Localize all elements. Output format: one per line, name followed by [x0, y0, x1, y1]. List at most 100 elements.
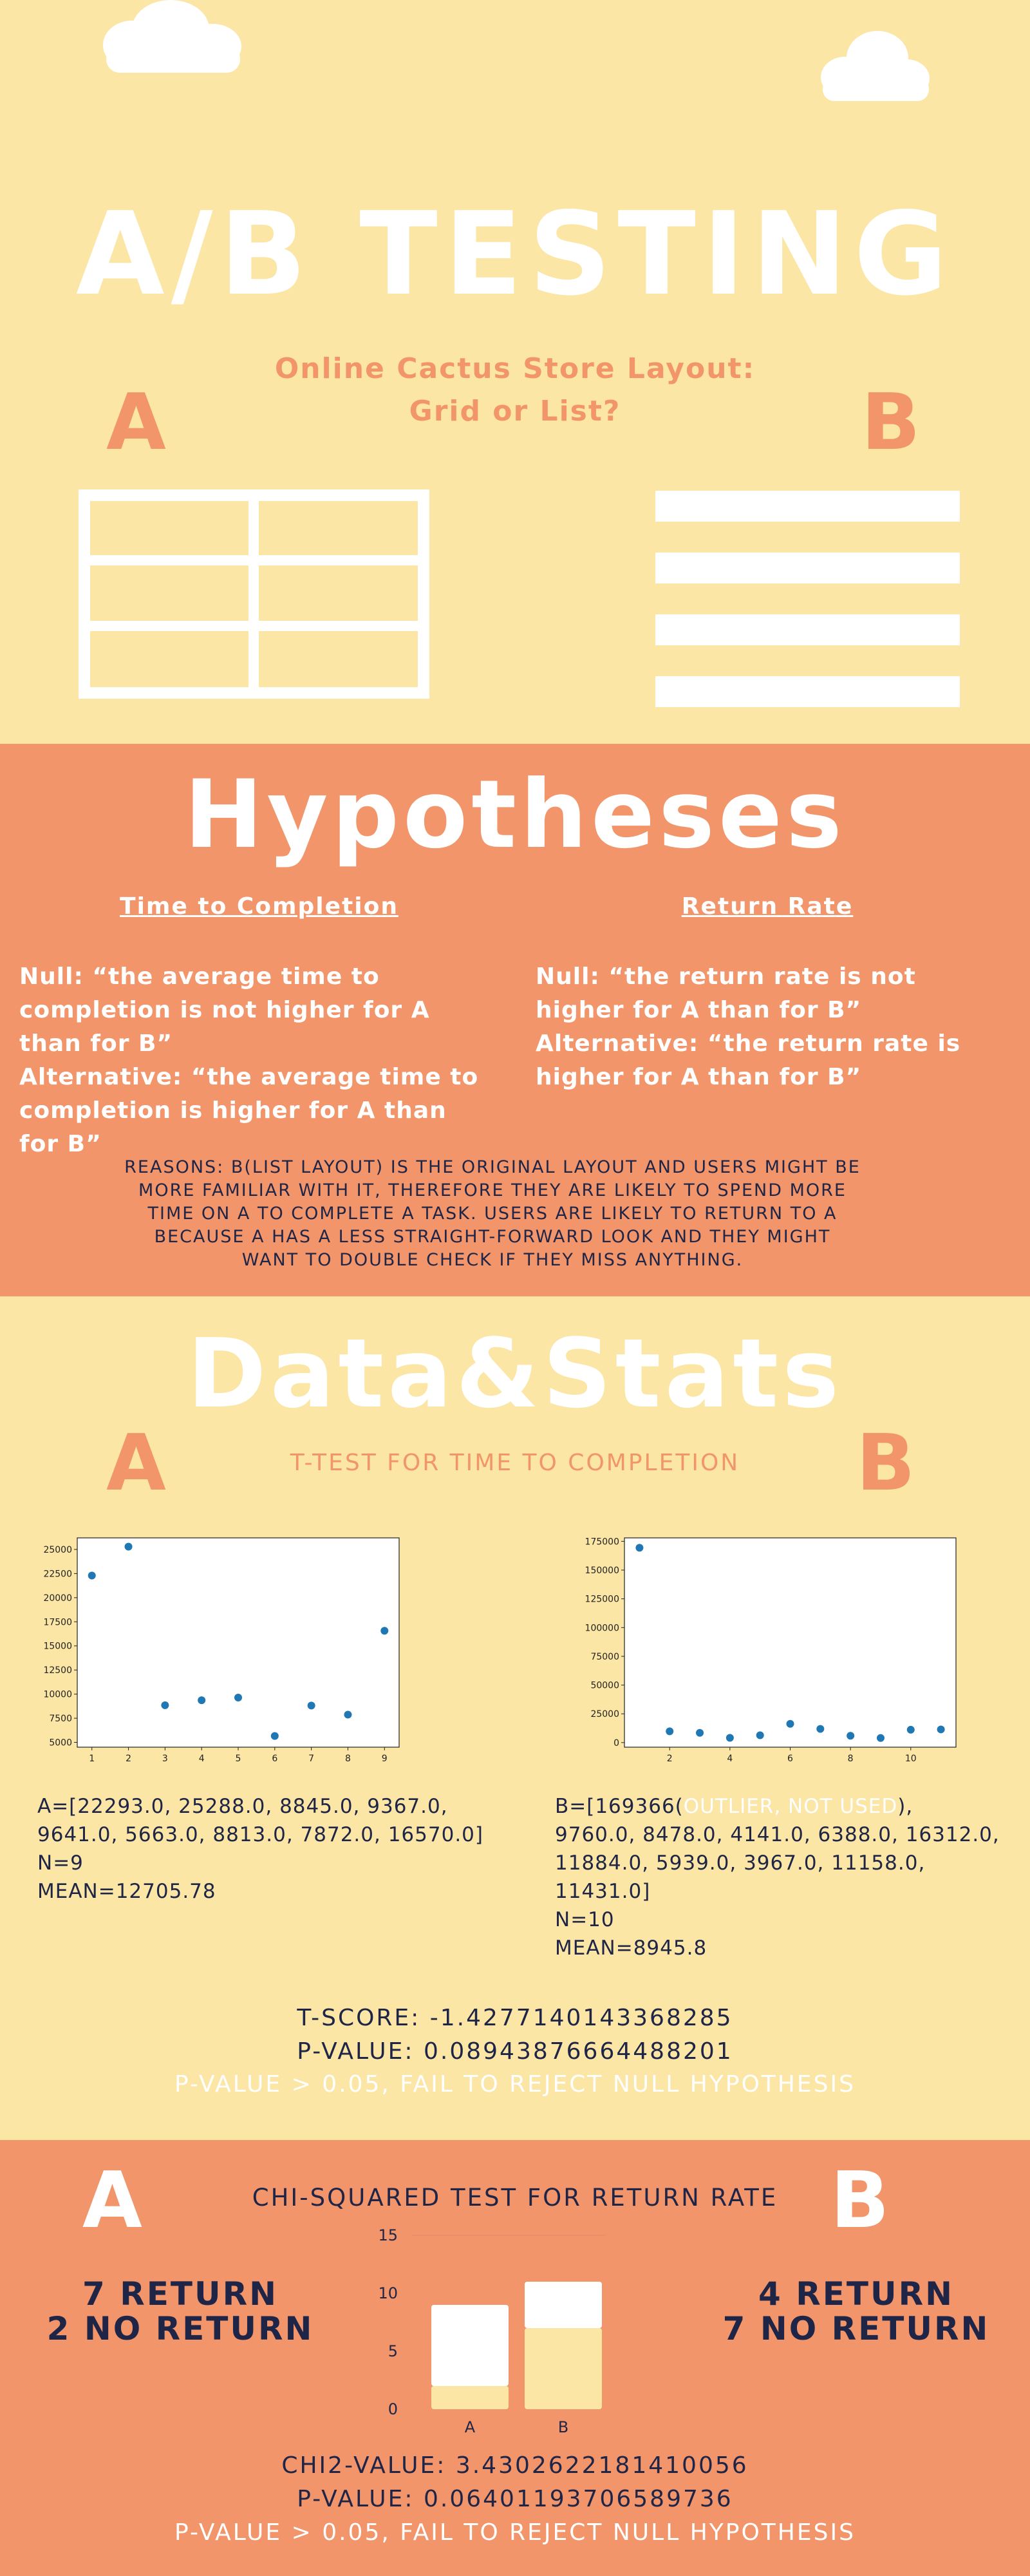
- hypothesis-line: for B”: [19, 1131, 102, 1157]
- cloud-icon: [103, 0, 241, 73]
- data-b-suffix: ),: [897, 1795, 913, 1818]
- data-point: [124, 1542, 133, 1551]
- data-b-text: B=[169366(OUTLIER, NOT USED), 9760.0, 84…: [555, 1792, 1018, 1962]
- bar-segment: [525, 2328, 602, 2409]
- data-point: [307, 1701, 315, 1710]
- hypothesis-line: Null: “the return rate is not: [536, 963, 916, 990]
- x-tick-label: 8: [848, 1754, 854, 1764]
- y-tick-label: 10000: [43, 1690, 72, 1700]
- stacked-bar-chart: 0 5 10 15 A B: [378, 2226, 605, 2436]
- variant-b-label: B: [830, 2156, 890, 2246]
- data-line: MEAN=8945.8: [555, 1937, 707, 1960]
- data-point: [344, 1710, 352, 1719]
- data-point: [786, 1719, 794, 1728]
- cloud-icon: [821, 31, 930, 101]
- variant-a-label: A: [82, 2156, 142, 2246]
- hypothesis-line: higher for A than for B”: [536, 1064, 862, 1090]
- x-tick-label: 4: [199, 1754, 205, 1764]
- count-line: 7 RETURN: [82, 2275, 278, 2313]
- count-line: 7 NO RETURN: [722, 2310, 990, 2347]
- data-line: 11884.0, 5939.0, 3967.0, 11158.0,: [555, 1852, 926, 1875]
- subtitle-line: Online Cactus Store Layout:: [274, 352, 756, 385]
- p-value: P-VALUE: 0.08943876664488201: [297, 2038, 733, 2065]
- x-tick-label: 3: [162, 1754, 168, 1764]
- data-point: [696, 1728, 704, 1737]
- counts-b: 4 RETURN 7 NO RETURN: [695, 2277, 1017, 2346]
- x-tick-label: 10: [905, 1754, 917, 1764]
- hypothesis-line: Null: “the average time to: [19, 963, 380, 990]
- y-tick-label: 0: [388, 2400, 398, 2418]
- data-line: N=9: [37, 1852, 84, 1875]
- count-line: 4 RETURN: [758, 2275, 954, 2313]
- data-point: [666, 1727, 674, 1736]
- data-line: N=10: [555, 1908, 615, 1931]
- y-tick-label: 0: [613, 1738, 619, 1748]
- y-tick-label: 50000: [590, 1681, 619, 1691]
- plot-area: [624, 1537, 957, 1748]
- data-line: 9760.0, 8478.0, 4141.0, 6388.0, 16312.0,: [555, 1823, 1000, 1846]
- hypothesis-line: higher for A than for B”: [536, 997, 862, 1023]
- y-tick-label: 20000: [43, 1593, 72, 1604]
- subtitle-line: Grid or List?: [409, 395, 621, 428]
- hypothesis-return: Null: “the return rate is not higher for…: [536, 960, 1025, 1094]
- data-point: [847, 1732, 855, 1740]
- chi-squared-section: A B CHI-SQUARED TEST FOR RETURN RATE 7 R…: [0, 2140, 1030, 2576]
- x-tick-label: 6: [787, 1754, 793, 1764]
- t-score: T-SCORE: -1.4277140143368285: [297, 2005, 733, 2031]
- data-point: [380, 1627, 389, 1635]
- data-point: [88, 1571, 96, 1580]
- y-tick-label: 150000: [585, 1566, 619, 1576]
- data-a-text: A=[22293.0, 25288.0, 8845.0, 9367.0, 964…: [37, 1792, 501, 1906]
- x-tick-label: 9: [382, 1754, 388, 1764]
- ttest-heading: T-TEST FOR TIME TO COMPLETION: [290, 1450, 740, 1476]
- variant-a-label: A: [106, 1419, 166, 1508]
- count-line: 2 NO RETURN: [46, 2310, 314, 2347]
- data-point: [876, 1734, 885, 1742]
- x-tick-label: 5: [236, 1754, 241, 1764]
- y-tick-label: 15: [378, 2226, 398, 2244]
- section-title: Hypotheses: [184, 760, 846, 869]
- bar-segment: [431, 2386, 509, 2409]
- y-tick-label: 125000: [585, 1595, 619, 1605]
- data-point: [635, 1544, 644, 1552]
- y-tick-label: 5000: [49, 1738, 72, 1748]
- x-tick-label: 8: [345, 1754, 351, 1764]
- y-tick-label: 10: [378, 2284, 398, 2302]
- x-tick-label: 6: [272, 1754, 277, 1764]
- data-stats-section: Data&Stats A B T-TEST FOR TIME TO COMPLE…: [0, 1296, 1030, 2140]
- grid-layout-icon: [79, 489, 429, 699]
- conclusion: P-VALUE > 0.05, FAIL TO REJECT NULL HYPO…: [174, 2071, 856, 2098]
- scatter-chart-b: 0 25000 50000 75000 100000 125000 150000 175000…: [585, 1537, 957, 1764]
- y-tick-label: 15000: [43, 1642, 72, 1652]
- y-tick-label: 75000: [590, 1652, 619, 1662]
- y-tick-label: 7500: [49, 1714, 72, 1724]
- x-tick-label: B: [558, 2418, 568, 2436]
- y-tick-label: 17500: [43, 1617, 72, 1627]
- y-tick-label: 12500: [43, 1665, 72, 1676]
- variant-b-label: B: [861, 378, 921, 468]
- data-point: [161, 1701, 169, 1709]
- subtitle: Online Cactus Store Layout: Grid or List…: [0, 348, 1030, 433]
- conclusion: P-VALUE > 0.05, FAIL TO REJECT NULL HYPO…: [174, 2519, 856, 2546]
- y-tick-label: 5: [388, 2342, 398, 2360]
- page-title: A/B TESTING: [75, 187, 955, 321]
- x-tick-label: 1: [89, 1754, 95, 1764]
- hypothesis-line: completion is not higher for A: [19, 997, 430, 1023]
- hypothesis-heading-return: Return Rate: [681, 893, 854, 920]
- reasons-line: MORE FAMILIAR WITH IT, THEREFORE THEY AR…: [138, 1180, 847, 1200]
- data-point: [234, 1694, 242, 1702]
- data-point: [756, 1731, 764, 1739]
- outlier-note: OUTLIER, NOT USED: [683, 1795, 898, 1818]
- reasons-line: TIME ON A TO COMPLETE A TASK. USERS ARE …: [147, 1204, 838, 1224]
- data-point: [198, 1696, 206, 1705]
- y-tick-label: 22500: [43, 1569, 72, 1579]
- chi-heading: CHI-SQUARED TEST FOR RETURN RATE: [252, 2184, 778, 2211]
- reasons-line: BECAUSE A HAS A LESS STRAIGHT-FORWARD LO…: [154, 1227, 831, 1247]
- data-line: 11431.0]: [555, 1880, 651, 1903]
- data-b-prefix: B=[169366(: [555, 1795, 684, 1818]
- variant-a-label: A: [106, 378, 166, 468]
- y-tick-label: 25000: [43, 1545, 72, 1555]
- y-tick-label: 25000: [590, 1709, 619, 1719]
- y-tick-label: 100000: [585, 1623, 619, 1633]
- data-point: [937, 1725, 945, 1734]
